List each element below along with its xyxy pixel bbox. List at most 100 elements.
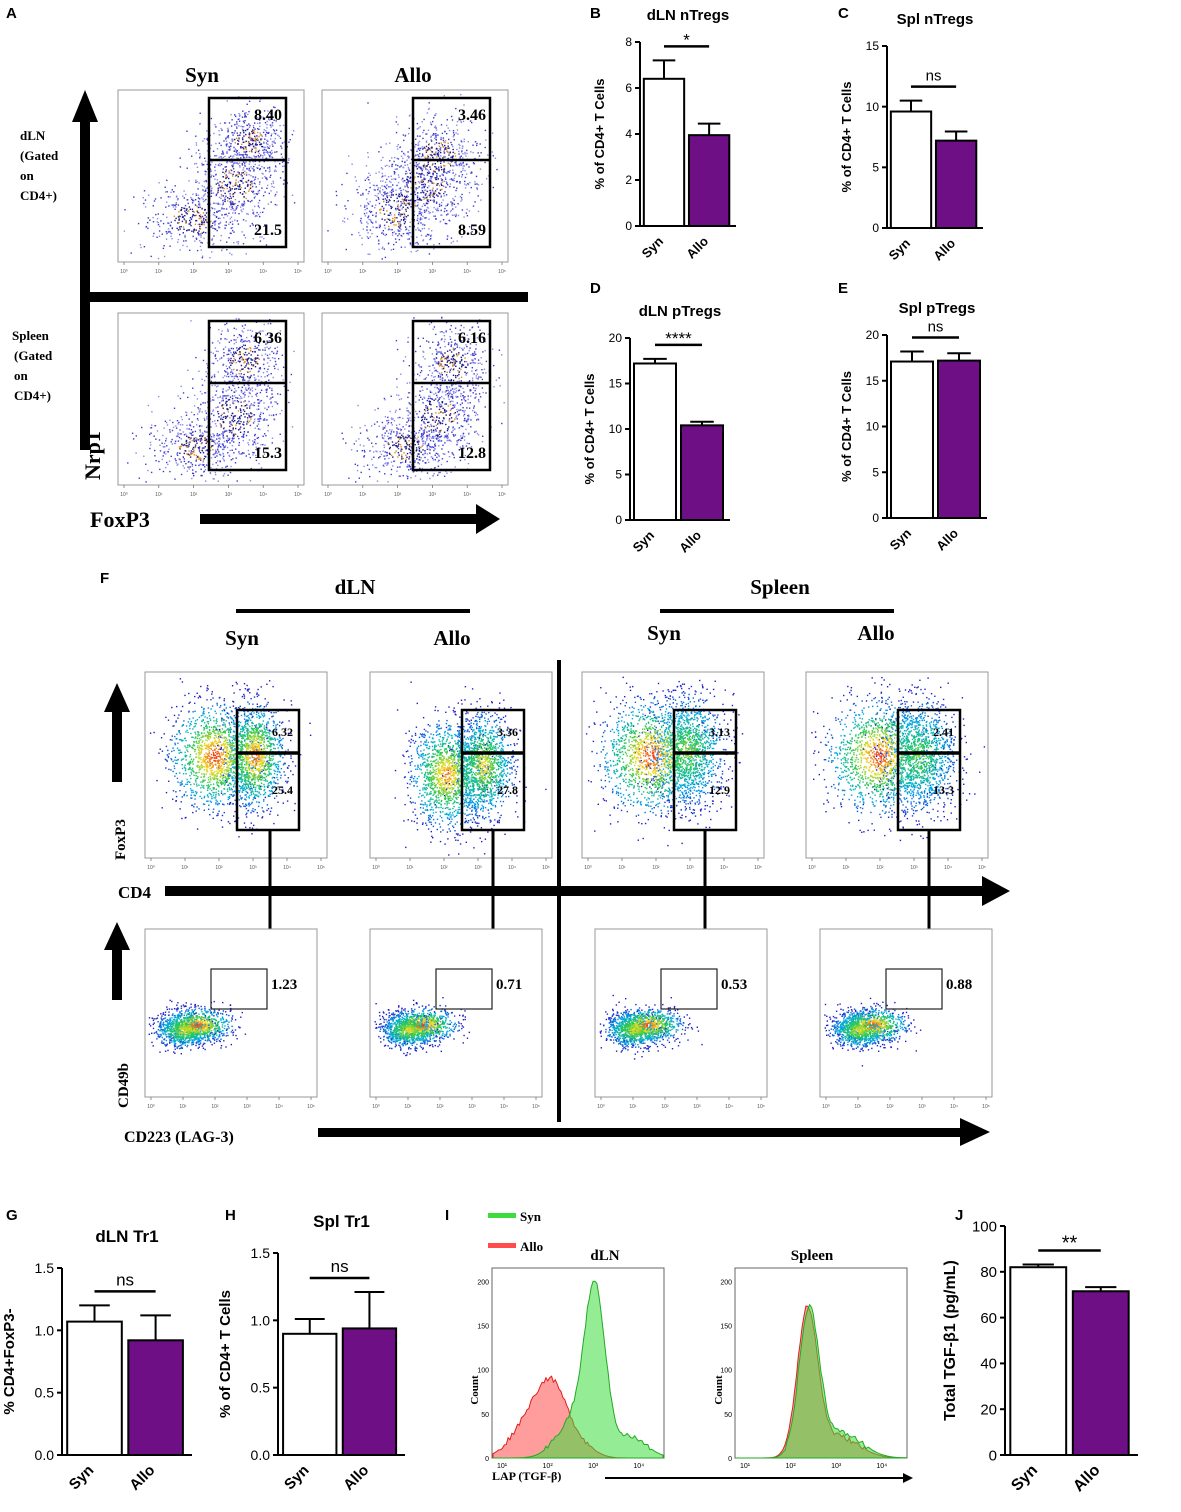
bar-syn <box>889 110 933 229</box>
x-tick-label: 10³ <box>429 269 437 275</box>
y-tick-label: 5 <box>872 161 879 175</box>
x-tick-label: 10⁴ <box>950 1104 958 1110</box>
y-axis-label: % of CD4+ T Cells <box>582 374 597 485</box>
gate-upper-value: 6.32 <box>272 725 293 739</box>
y-axis-label: % of CD4+ T Cells <box>839 371 854 482</box>
x-tick-label: 10¹ <box>618 865 626 871</box>
x-tick-label: 10³ <box>468 1104 476 1110</box>
bar-chart-b: 0 2 4 6 8 dLN nTregs % of CD4+ T Cells Syn Allo * <box>592 7 736 261</box>
x-tick-label: 10⁴ <box>725 1104 733 1110</box>
x-tick-label: 10¹ <box>629 1104 637 1110</box>
x-tick-label: 10³ <box>243 1104 251 1110</box>
x-tick-label: 10⁰ <box>597 1104 605 1110</box>
x-tick-label: 10³ <box>831 1463 842 1470</box>
gate-upper-value: 3.46 <box>458 107 486 124</box>
y-tick-label: 10 <box>866 100 880 114</box>
gate-lower-value: 15.3 <box>254 445 282 462</box>
panel-letter-i: I <box>445 1207 449 1224</box>
x-tick-label: 10⁴ <box>283 865 291 871</box>
x-tick-label: 10¹ <box>359 492 367 498</box>
panel-f-cd4-arrow-shaft <box>165 886 985 896</box>
x-tick-label: 10³ <box>918 1104 926 1110</box>
x-tick-label: 10¹ <box>854 1104 862 1110</box>
x-tick-label: 10⁰ <box>147 865 155 871</box>
gate-lower-value: 21.5 <box>254 222 282 239</box>
bar-chart-g: 0.0 0.5 1.0 1.5 dLN Tr1 % CD4+FoxP3- Syn Allo ns <box>1 1227 192 1494</box>
scatter-points <box>824 997 922 1067</box>
category-label: Syn <box>887 525 915 553</box>
scatter-points <box>123 96 296 260</box>
y-axis-label: % of CD4+ T Cells <box>839 82 854 193</box>
y-tick-label: 0.0 <box>35 1447 55 1463</box>
chart-title: Spl nTregs <box>897 11 974 28</box>
chart-title: Spl pTregs <box>899 300 976 317</box>
panel-f-top-plot-3: 10⁰ 10¹ 10² 10³ 10⁴ 10⁵ 3.13 12.9 <box>581 671 765 948</box>
panel-f-cd49b-arrow-head <box>104 922 130 950</box>
bar-syn <box>1009 1266 1068 1456</box>
panel-f-bottom-y-label: CD49b <box>116 1063 132 1108</box>
bar-allo <box>687 134 731 227</box>
y-tick-label: 0.0 <box>251 1447 271 1463</box>
y-tick-label: 1.5 <box>35 1260 55 1276</box>
x-tick-label: 10² <box>394 269 402 275</box>
x-tick-label: 10⁰ <box>120 492 128 498</box>
y-tick-label: 0.5 <box>251 1380 271 1396</box>
panel-a-foxp3-arrow-head <box>476 504 500 534</box>
x-tick-label: 10⁴ <box>259 269 267 275</box>
legend-syn-label: Syn <box>520 1209 542 1224</box>
y-tick-label: 1.0 <box>251 1312 271 1328</box>
gate-lower-value: 8.59 <box>458 222 486 239</box>
panel-a-row-spleen-label: Spleen (Gated on CD4+) <box>12 328 56 403</box>
y-axis-label: Total TGF-β1 (pg/mL) <box>942 1260 959 1421</box>
panel-f-foxp3-arrow-head <box>104 683 130 712</box>
bar-charts: 0 2 4 6 8 dLN nTregs % of CD4+ T Cells Syn Allo *… <box>1 7 1138 1495</box>
scatter-points <box>374 997 470 1057</box>
x-tick-label: 10¹ <box>179 1104 187 1110</box>
x-tick-label: 10³ <box>225 492 233 498</box>
panel-f-cd49b-arrow-shaft <box>112 948 122 1000</box>
y-tick-label: 5 <box>615 468 622 482</box>
plot-frame <box>321 312 509 486</box>
x-tick-label: 10³ <box>686 865 694 871</box>
x-tick-label: 10⁵ <box>542 865 550 871</box>
panel-f-top-plot-1: 10⁰ 10¹ 10² 10³ 10⁴ 10⁵ 6.32 25.4 <box>144 671 328 948</box>
panel-i-ylabel-dln: Count <box>469 1375 481 1405</box>
bar-allo <box>680 424 724 521</box>
category-label: Syn <box>281 1462 312 1493</box>
y-tick-label: 4 <box>625 127 632 141</box>
x-tick-label: 10¹ <box>181 865 189 871</box>
y-tick-label: 0 <box>615 513 622 527</box>
panel-f-col-allo-1: Allo <box>433 626 470 650</box>
x-tick-label: 10¹ <box>842 865 850 871</box>
panel-a-nrp1-arrow-shaft <box>80 120 90 450</box>
panel-f-top-y-label: FoxP3 <box>113 819 129 860</box>
category-label: Allo <box>126 1462 158 1494</box>
panel-a-plot-dln-allo: 10⁰ 10¹ 10² 10³ 10⁴ 10⁵ 3.46 8.59 <box>321 89 509 275</box>
x-tick-label: 10⁰ <box>324 492 332 498</box>
panel-a-nrp1-arrow-head <box>72 90 98 122</box>
panel-letter-d: D <box>590 280 601 297</box>
panel-a-col-syn: Syn <box>185 63 219 87</box>
panel-f-cd4-arrow-head <box>982 876 1010 906</box>
bar-syn <box>642 77 686 227</box>
scatter-points <box>148 999 247 1055</box>
gate-value: 0.53 <box>721 977 747 993</box>
x-tick-label: 10⁵ <box>978 865 986 871</box>
gate-upper-value: 3.36 <box>497 725 518 739</box>
x-tick-label: 10⁴ <box>720 865 728 871</box>
y-tick-label: 150 <box>477 1323 489 1330</box>
panel-f-group-spleen: Spleen <box>750 575 810 599</box>
x-tick-label: 10⁴ <box>275 1104 283 1110</box>
panel-a-row-dln-label: dLN (Gated on CD4+) <box>20 128 62 203</box>
x-tick-label: 10² <box>394 492 402 498</box>
panel-f-col-syn-1: Syn <box>225 626 259 650</box>
x-tick-label: 10⁴ <box>259 492 267 498</box>
x-tick-label: 10² <box>786 1463 797 1470</box>
x-tick-label: 10² <box>886 1104 894 1110</box>
panel-a: Syn Allo dLN (Gated on CD4+) Spleen (Gat… <box>12 63 528 534</box>
x-tick-label: 10⁴ <box>508 865 516 871</box>
y-tick-label: 50 <box>724 1412 732 1419</box>
bar-chart-c: 0 5 10 15 Spl nTregs % of CD4+ T Cells Syn Allo… <box>839 11 983 263</box>
y-tick-label: 10 <box>609 422 623 436</box>
